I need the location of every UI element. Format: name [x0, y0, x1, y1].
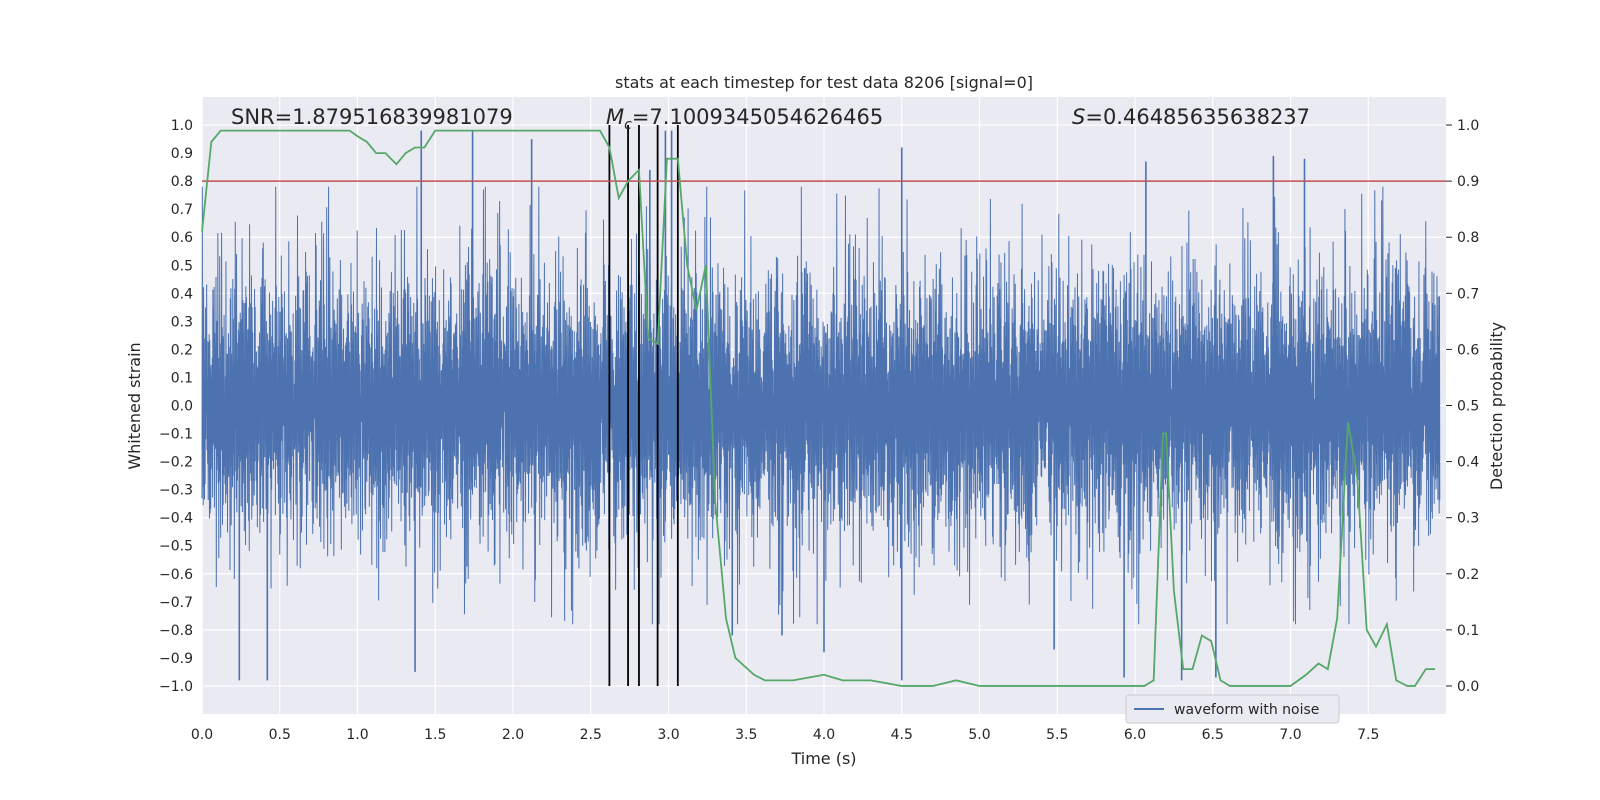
y-tick-label: 0.9	[171, 146, 193, 162]
y-tick-label: −0.9	[159, 651, 193, 667]
y-tick-label: −0.3	[159, 483, 193, 499]
x-tick-label: 4.5	[891, 727, 913, 743]
y-tick-label: −1.0	[159, 679, 193, 695]
s-symbol: S	[1072, 105, 1085, 129]
x-tick-label: 0.0	[191, 727, 213, 743]
x-tick-label: 0.5	[269, 727, 291, 743]
x-tick-label: 4.0	[813, 727, 835, 743]
y-axis-ticks: 1.0 0.9 0.8 0.7 0.6 0.5 0.4 0.3 0.2 0.1 0.0 −0.1 −0.…	[159, 118, 193, 695]
waveform-line	[201, 186, 1441, 625]
y-right-tick-label: 0.5	[1457, 399, 1479, 415]
y-tick-label: 0.4	[171, 286, 193, 302]
x-tick-label: 1.0	[346, 727, 368, 743]
y-right-tick-label: 0.7	[1457, 286, 1479, 302]
y-tick-label: −0.1	[159, 427, 193, 443]
y-right-tick-label: 0.9	[1457, 174, 1479, 190]
s-value: =0.46485635638237	[1085, 105, 1310, 129]
x-tick-label: 3.0	[657, 727, 679, 743]
chirp-mass-value: =7.1009345054626465	[632, 105, 883, 129]
y-right-axis-label: Detection probability	[1487, 322, 1506, 490]
legend-label: waveform with noise	[1174, 702, 1319, 718]
x-tick-label: 5.5	[1046, 727, 1068, 743]
y-axis-label: Whitened strain	[125, 342, 144, 469]
x-tick-label: 2.5	[580, 727, 602, 743]
chart-title: stats at each timestep for test data 820…	[615, 73, 1033, 92]
y-right-tick-label: 0.1	[1457, 623, 1479, 639]
x-tick-label: 3.5	[735, 727, 757, 743]
y-tick-label: −0.5	[159, 539, 193, 555]
y-tick-label: 0.0	[171, 399, 193, 415]
x-tick-label: 1.5	[424, 727, 446, 743]
y-tick-label: 1.0	[171, 118, 193, 134]
legend: waveform with noise	[1125, 694, 1340, 724]
x-tick-label: 6.0	[1124, 727, 1146, 743]
y-tick-label: −0.2	[159, 455, 193, 471]
y-tick-label: 0.8	[171, 174, 193, 190]
x-tick-label: 5.0	[968, 727, 990, 743]
x-tick-label: 6.5	[1202, 727, 1224, 743]
y-right-tick-label: 0.2	[1457, 567, 1479, 583]
y-right-tick-label: 0.6	[1457, 342, 1479, 358]
x-tick-label: 2.0	[502, 727, 524, 743]
x-axis-ticks: 0.0 0.5 1.0 1.5 2.0 2.5 3.0 3.5 4.0 4.5 5.0 5.5 6.0 6…	[191, 727, 1380, 743]
y-tick-label: 0.3	[171, 314, 193, 330]
detection-probability-line	[201, 129, 1436, 687]
x-tick-label: 7.0	[1279, 727, 1301, 743]
chirp-mass-symbol: M	[606, 105, 624, 129]
y-tick-label: 0.1	[171, 370, 193, 386]
y-right-tick-label: 1.0	[1457, 118, 1479, 134]
snr-annotation: SNR=1.879516839981079	[231, 105, 513, 129]
y-tick-label: 0.6	[171, 230, 193, 246]
y-tick-label: −0.4	[159, 511, 193, 527]
y-tick-label: −0.7	[159, 595, 193, 611]
chirp-mass-subscript: c	[624, 117, 632, 133]
y-tick-label: 0.2	[171, 342, 193, 358]
y-tick-label: −0.8	[159, 623, 193, 639]
y-tick-label: −0.6	[159, 567, 193, 583]
s-annotation: S=0.46485635638237	[1072, 105, 1310, 129]
y-right-tick-label: 0.0	[1457, 679, 1479, 695]
legend-box	[1125, 694, 1340, 724]
x-tick-label: 7.5	[1357, 727, 1379, 743]
y-right-axis-ticks: 1.0 0.9 0.8 0.7 0.6 0.5 0.4 0.3 0.2 0.1 0.0	[1446, 118, 1479, 695]
y-right-tick-label: 0.3	[1457, 511, 1479, 527]
x-axis-label: Time (s)	[790, 749, 856, 768]
vertical-markers	[608, 125, 679, 686]
y-right-tick-label: 0.4	[1457, 455, 1479, 471]
y-right-tick-label: 0.8	[1457, 230, 1479, 246]
y-tick-label: 0.7	[171, 202, 193, 218]
y-tick-label: 0.5	[171, 258, 193, 274]
chirp-mass-annotation: Mc=7.1009345054626465	[606, 105, 883, 133]
